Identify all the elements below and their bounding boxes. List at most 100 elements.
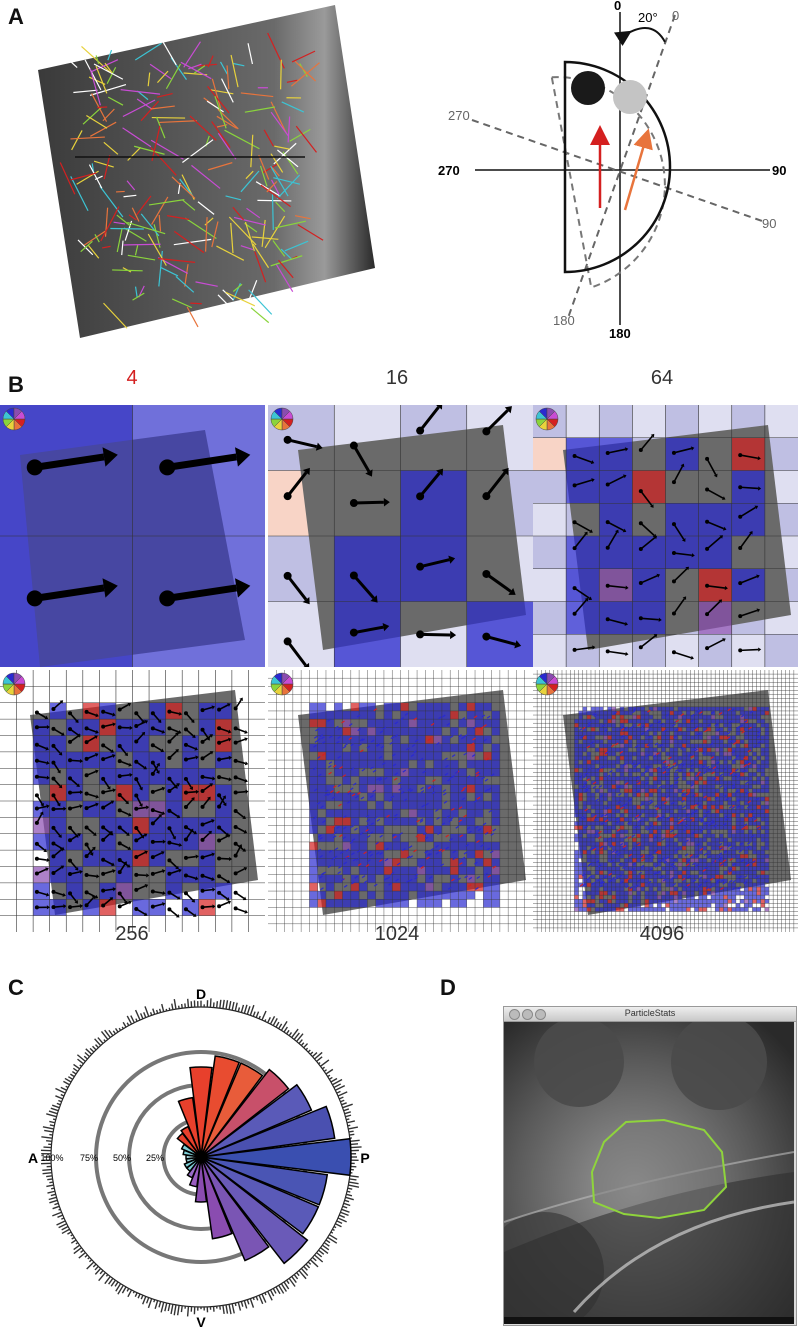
half-disc — [563, 60, 672, 274]
track-segment — [70, 136, 105, 140]
track-segment — [173, 230, 205, 254]
track-segment — [147, 72, 151, 87]
track-segment — [116, 214, 132, 227]
track-segment — [134, 42, 162, 61]
track-segment — [247, 43, 254, 65]
vector-arrow — [640, 574, 658, 584]
track-segment — [232, 62, 245, 67]
track-segment — [286, 79, 298, 83]
track-segment — [280, 248, 293, 261]
vector-arrow — [573, 599, 587, 615]
track-segment — [250, 307, 270, 324]
color-wheel-icon — [2, 407, 26, 431]
track-segment — [116, 228, 123, 253]
track-segment — [270, 111, 289, 137]
grid-count-label: 16 — [385, 367, 409, 389]
color-wheel-icon — [2, 672, 26, 696]
tracks-overlay — [59, 32, 324, 329]
track-segment — [281, 101, 305, 113]
track-segment — [147, 233, 167, 266]
track-segment — [100, 206, 120, 242]
vector-arrow — [352, 574, 375, 600]
track-segment — [158, 257, 196, 263]
track-segment — [277, 259, 294, 279]
track-segment — [274, 145, 290, 150]
grid-count-label: 4096 — [639, 923, 685, 945]
track-segment — [225, 291, 256, 307]
vector-arrow — [286, 574, 308, 601]
track-segment — [171, 176, 196, 199]
rotated-vertical-axis — [567, 14, 676, 319]
zoom-button[interactable] — [535, 1009, 546, 1020]
ring-label: 75% — [80, 1153, 98, 1163]
minimize-button[interactable] — [522, 1009, 533, 1020]
track-segment — [59, 162, 76, 195]
vector-arrow — [706, 458, 717, 476]
track-segment — [134, 145, 165, 155]
close-button[interactable] — [509, 1009, 520, 1020]
track-segment — [140, 213, 160, 237]
vector-arrow — [640, 537, 656, 550]
track-segment — [230, 54, 239, 88]
window-titlebar: ParticleStats — [504, 1007, 796, 1022]
track-segment — [186, 306, 199, 328]
track-segment — [70, 172, 97, 181]
orientation-diagram: 20° 0 270 90 180 0 270 90 180 — [438, 0, 786, 341]
track-segment — [149, 199, 185, 206]
solid-bottom-label: 180 — [609, 326, 631, 341]
track-segment — [189, 115, 217, 141]
dashed-right-label: 90 — [762, 216, 776, 231]
vector-arrow — [34, 453, 105, 471]
vector-arrow — [739, 532, 752, 549]
track-segment — [190, 302, 202, 305]
rose-wedge — [200, 1137, 352, 1177]
vector-arrow — [607, 650, 626, 655]
vector-arrow — [673, 465, 684, 483]
track-segment — [90, 121, 117, 137]
track-segment — [232, 206, 245, 221]
vector-arrow — [607, 521, 625, 532]
rotated-half-disc — [550, 76, 666, 289]
track-segment — [211, 78, 222, 109]
track-segment — [89, 83, 127, 96]
track-segment — [97, 106, 108, 109]
track-segment — [216, 115, 238, 129]
track-segment — [247, 280, 258, 303]
track-segment — [160, 267, 179, 277]
track-segment — [230, 222, 234, 254]
track-segment — [110, 227, 144, 230]
vector-arrow — [574, 587, 590, 599]
track-segment — [284, 240, 309, 252]
grid-count-label: 1024 — [374, 923, 420, 945]
track-segment — [259, 165, 268, 187]
track-segment — [222, 289, 234, 301]
vector-arrow — [287, 438, 318, 449]
track-segment — [287, 116, 291, 143]
track-segment — [94, 234, 100, 243]
vector-arrow — [418, 406, 440, 432]
track-segment — [149, 63, 172, 80]
track-segment — [173, 238, 212, 246]
track-segment — [233, 216, 267, 226]
track-segment — [87, 245, 100, 259]
vector-arrow — [706, 488, 724, 499]
vector-arrow — [353, 625, 384, 635]
rose-wedge — [200, 1083, 313, 1158]
panel-label-c: C — [8, 975, 24, 1000]
vector-arrow — [574, 521, 591, 532]
vector-arrow — [485, 635, 516, 646]
track-segment — [183, 41, 201, 68]
track-segment — [240, 170, 260, 193]
rose-wedge — [200, 1055, 241, 1158]
particlestats-window: ParticleStats — [484, 1006, 797, 1331]
grid-count-label: 256 — [115, 923, 149, 945]
vector-arrow — [673, 598, 686, 614]
vector-arrow — [706, 536, 722, 550]
dorsal-label: D — [196, 986, 206, 1002]
track-segment — [266, 181, 278, 193]
track-segment — [244, 221, 255, 252]
track-segment — [93, 160, 114, 168]
track-segment — [102, 108, 115, 122]
track-segment — [264, 215, 286, 249]
ring-label: 50% — [113, 1153, 131, 1163]
